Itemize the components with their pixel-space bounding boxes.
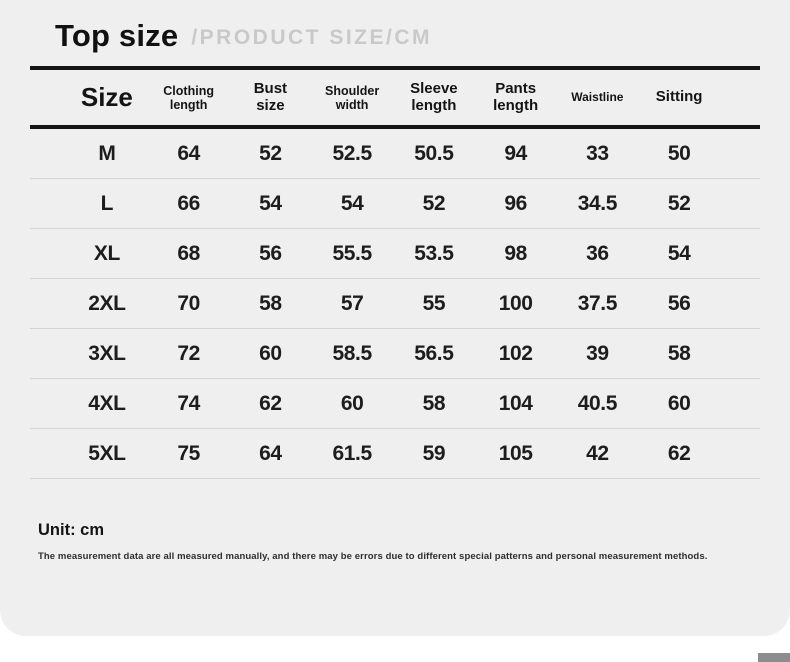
table-cell: 33 [586, 141, 609, 165]
table-cell: 94 [504, 141, 527, 165]
table-cell: 62 [667, 441, 691, 465]
column-header-waistline: Waistline [571, 89, 624, 104]
table-cell: 102 [498, 341, 533, 365]
table-row-l: L 66 54 54 52 96 34.5 52 [30, 179, 760, 229]
table-cell: 54 [667, 241, 691, 265]
size-label: M [98, 141, 116, 165]
column-header-shoulder-width: Shoulder width [325, 83, 380, 112]
table-cell: 42 [586, 441, 609, 465]
table-cell: 55.5 [332, 241, 372, 265]
table-cell: 39 [586, 341, 609, 365]
disclaimer-text: The measurement data are all measured ma… [38, 551, 708, 562]
table-cell: 52 [422, 191, 446, 215]
table-cell: 58.5 [332, 341, 372, 365]
table-cell: 56 [667, 291, 691, 315]
table-cell: 34.5 [577, 191, 618, 215]
table-cell: 52 [259, 141, 282, 165]
table-cell: 56 [259, 241, 282, 265]
size-label: 4XL [88, 391, 126, 415]
size-label: 2XL [88, 291, 126, 315]
column-header-clothing-length: Clothing length [163, 83, 214, 112]
unit-label: Unit: cm [38, 521, 104, 539]
table-cell: 57 [340, 291, 364, 315]
table-cell: 64 [259, 441, 282, 465]
chart-subtitle: /PRODUCT SIZE/CM [191, 25, 432, 49]
table-cell: 58 [667, 341, 691, 365]
table-cell: 60 [340, 391, 364, 415]
table-row-5xl: 5XL 75 64 61.5 59 105 42 62 [30, 429, 760, 479]
header-bottom-rule [30, 125, 760, 129]
table-cell: 59 [422, 441, 446, 465]
table-cell: 98 [504, 241, 527, 265]
size-label: 5XL [88, 441, 126, 465]
table-cell: 50 [667, 141, 691, 165]
table-cell: 52.5 [332, 141, 372, 165]
table-cell: 50.5 [414, 141, 454, 165]
table-cell: 55 [422, 291, 446, 315]
table-row-2xl: 2XL 70 58 57 55 100 37.5 56 [30, 279, 760, 329]
table-row-4xl: 4XL 74 62 60 58 104 40.5 60 [30, 379, 760, 429]
table-cell: 40.5 [577, 391, 618, 415]
table-row-xl: XL 68 56 55.5 53.5 98 36 54 [30, 229, 760, 279]
table-cell: 66 [177, 191, 200, 215]
table-cell: 75 [177, 441, 200, 465]
size-chart-card: Top size /PRODUCT SIZE/CM Size Clothing … [0, 0, 790, 636]
table-header-row: Size Clothing length Bust size Shoulder … [30, 70, 760, 125]
column-header-bust-size: Bust size [253, 79, 288, 114]
size-table: Size Clothing length Bust size Shoulder … [30, 66, 760, 479]
column-header-pants-length: Pants length [493, 79, 539, 114]
size-label: 3XL [88, 341, 126, 365]
table-cell: 60 [667, 391, 691, 415]
table-cell: 54 [259, 191, 282, 215]
column-header-sleeve-length: Sleeve length [410, 79, 458, 114]
table-cell: 54 [340, 191, 364, 215]
table-cell: 61.5 [332, 441, 372, 465]
table-cell: 37.5 [577, 291, 618, 315]
table-cell: 72 [177, 341, 200, 365]
title-bar: Top size /PRODUCT SIZE/CM [0, 0, 790, 66]
partial-next-card-corner [758, 653, 790, 662]
table-cell: 64 [177, 141, 200, 165]
table-row-m: M 64 52 52.5 50.5 94 33 50 [30, 129, 760, 179]
table-cell: 56.5 [414, 341, 454, 365]
table-cell: 68 [177, 241, 200, 265]
table-cell: 100 [498, 291, 533, 315]
top-rule [30, 66, 760, 70]
table-cell: 58 [422, 391, 446, 415]
table-cell: 52 [667, 191, 691, 215]
column-header-size: Size [80, 81, 133, 112]
table-cell: 74 [177, 391, 200, 415]
table-cell: 105 [498, 441, 533, 465]
table-cell: 70 [177, 291, 200, 315]
column-header-sitting: Sitting [655, 88, 703, 106]
size-label: L [100, 191, 114, 215]
size-label: XL [93, 241, 120, 265]
table-cell: 96 [504, 191, 527, 215]
table-cell: 58 [259, 291, 282, 315]
table-cell: 53.5 [414, 241, 454, 265]
chart-title: Top size [55, 18, 179, 53]
table-cell: 104 [498, 391, 533, 415]
table-cell: 60 [259, 341, 282, 365]
table-cell: 62 [259, 391, 282, 415]
table-cell: 36 [586, 241, 609, 265]
table-row-3xl: 3XL 72 60 58.5 56.5 102 39 58 [30, 329, 760, 379]
